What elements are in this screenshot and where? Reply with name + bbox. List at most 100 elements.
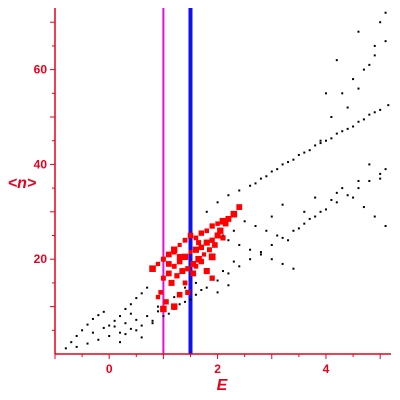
- data-point: [129, 312, 132, 315]
- data-point: [319, 142, 322, 145]
- data-point: [292, 229, 295, 232]
- data-point: [357, 30, 360, 33]
- data-point: [368, 113, 371, 116]
- data-point: [270, 243, 273, 246]
- data-point: [254, 225, 257, 228]
- data-point: [308, 217, 311, 220]
- data-point: [281, 236, 284, 239]
- data-point: [108, 334, 111, 337]
- data-point: [151, 322, 154, 325]
- data-point: [314, 196, 317, 199]
- highlight-point: [206, 247, 212, 253]
- data-point: [227, 194, 230, 197]
- x-tick-label: 4: [323, 362, 330, 376]
- data-point: [379, 172, 382, 175]
- data-point: [270, 170, 273, 173]
- highlight-point: [185, 289, 191, 295]
- data-point: [119, 331, 122, 334]
- data-point: [238, 265, 241, 268]
- data-point: [357, 87, 360, 90]
- highlight-point: [203, 268, 210, 275]
- data-point: [287, 239, 290, 242]
- data-point: [314, 144, 317, 147]
- data-point: [184, 300, 187, 303]
- data-point: [254, 182, 257, 185]
- data-point: [308, 149, 311, 152]
- data-point: [232, 260, 235, 263]
- data-point: [135, 329, 138, 332]
- data-point: [238, 243, 241, 246]
- highlight-point: [204, 228, 210, 234]
- data-point: [86, 323, 89, 326]
- data-point: [113, 325, 116, 328]
- data-point: [346, 127, 349, 130]
- data-point: [373, 215, 376, 218]
- data-point: [368, 163, 371, 166]
- highlight-point: [187, 232, 194, 239]
- data-point: [335, 191, 338, 194]
- highlight-point: [155, 294, 161, 300]
- highlight-point: [209, 237, 215, 243]
- highlight-point: [195, 255, 202, 263]
- y-tick-label: 60: [34, 63, 48, 77]
- highlight-point: [198, 258, 205, 265]
- data-point: [249, 248, 252, 251]
- y-axis-label: <n>: [8, 175, 36, 192]
- highlight-point: [176, 254, 183, 260]
- highlight-point: [181, 253, 189, 260]
- data-point: [330, 116, 333, 119]
- data-point: [173, 296, 176, 299]
- data-point: [124, 307, 127, 310]
- data-point: [135, 318, 138, 321]
- data-point: [249, 258, 252, 261]
- data-point: [184, 286, 187, 289]
- highlight-point: [149, 265, 156, 272]
- data-point: [276, 168, 279, 171]
- data-point: [379, 177, 382, 180]
- data-point: [270, 215, 273, 218]
- highlight-point: [160, 256, 166, 262]
- data-point: [373, 44, 376, 47]
- highlight-point: [198, 230, 205, 236]
- data-point: [140, 336, 143, 339]
- data-point: [108, 324, 111, 327]
- data-point: [281, 262, 284, 265]
- data-point: [97, 314, 100, 317]
- data-point: [146, 286, 149, 289]
- data-point: [113, 319, 116, 322]
- data-point: [194, 293, 197, 296]
- highlight-point: [190, 270, 197, 277]
- data-point: [297, 153, 300, 156]
- highlight-point: [188, 250, 193, 255]
- data-point: [352, 196, 355, 199]
- highlight-point: [192, 246, 200, 253]
- highlight-point: [201, 252, 207, 257]
- x-tick-label: 0: [106, 362, 113, 376]
- data-point: [319, 139, 322, 142]
- data-point: [281, 163, 284, 166]
- highlight-point: [179, 268, 186, 275]
- highlight-point: [174, 273, 180, 279]
- highlight-point: [185, 266, 191, 272]
- highlight-point: [208, 253, 216, 261]
- highlight-point: [182, 237, 188, 243]
- data-point: [259, 251, 262, 254]
- data-point: [303, 151, 306, 154]
- data-point: [341, 92, 344, 95]
- data-point: [259, 253, 262, 256]
- data-point: [259, 177, 262, 180]
- ticks: 0 2 4 20 40 60: [34, 21, 381, 376]
- data-point: [346, 106, 349, 109]
- data-point: [368, 63, 371, 66]
- data-point: [303, 222, 306, 225]
- data-point: [75, 334, 78, 337]
- data-point: [75, 345, 78, 348]
- highlight-point: [203, 239, 210, 246]
- data-point: [352, 78, 355, 81]
- data-point: [297, 227, 300, 230]
- data-point: [227, 239, 230, 242]
- data-point: [265, 175, 268, 178]
- data-point: [357, 187, 360, 190]
- data-point: [140, 292, 143, 295]
- data-point: [205, 210, 208, 213]
